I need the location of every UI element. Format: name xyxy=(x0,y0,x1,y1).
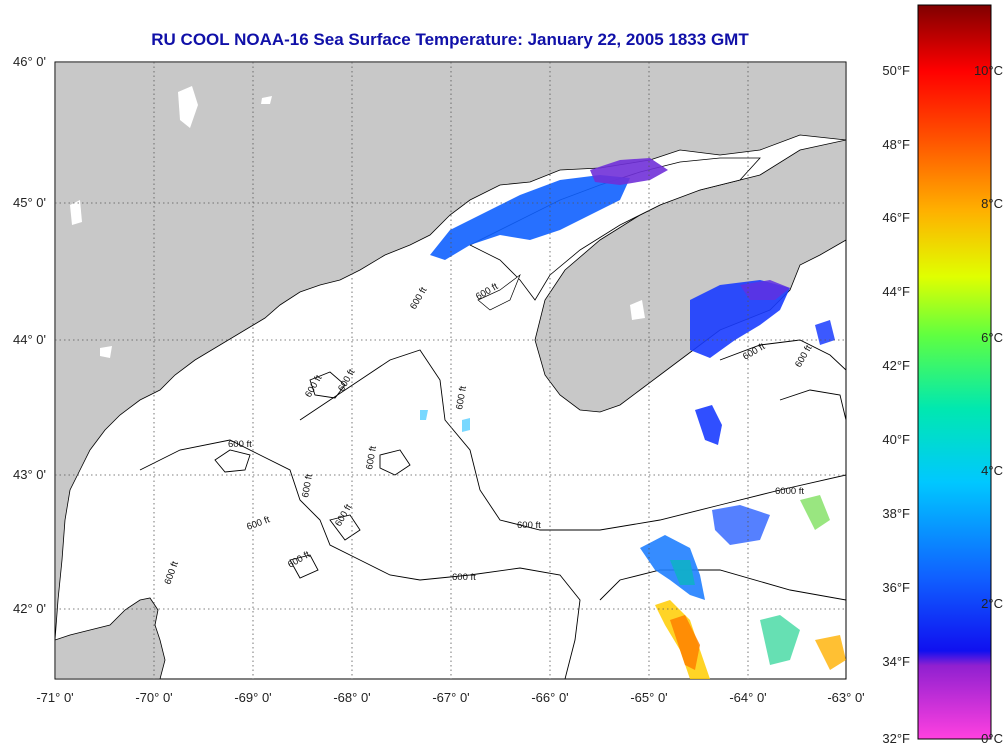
lake xyxy=(70,200,82,225)
colorbar-fahrenheit-label: 36°F xyxy=(882,580,910,595)
depth-contour-label: 600 ft xyxy=(228,439,252,450)
colorbar-fahrenheit-label: 32°F xyxy=(882,731,910,746)
depth-contour-label: 6000 ft xyxy=(775,486,804,497)
sst-data xyxy=(420,158,846,679)
lat-tick-label: 43° 0' xyxy=(13,467,46,482)
lake xyxy=(261,96,272,104)
lake xyxy=(630,300,645,320)
depth-contour-label: 600 ft xyxy=(517,520,541,531)
land-cape-cod xyxy=(55,597,166,679)
colorbar-fahrenheit-label: 44°F xyxy=(882,284,910,299)
lon-tick-label: -68° 0' xyxy=(333,690,370,705)
lon-tick-label: -63° 0' xyxy=(827,690,864,705)
lat-tick-label: 44° 0' xyxy=(13,332,46,347)
colorbar-fahrenheit-label: 48°F xyxy=(882,137,910,152)
colorbar-celsius-label: 2°C xyxy=(981,596,1003,611)
map-title: RU COOL NOAA-16 Sea Surface Temperature:… xyxy=(151,30,749,49)
graticule xyxy=(55,62,846,679)
lon-tick-label: -69° 0' xyxy=(234,690,271,705)
lat-tick-label: 46° 0' xyxy=(13,54,46,69)
lon-tick-label: -64° 0' xyxy=(729,690,766,705)
depth-contour-label: 600 ft xyxy=(452,572,476,583)
colorbar-fahrenheit-label: 38°F xyxy=(882,506,910,521)
colorbar xyxy=(917,4,992,740)
colorbar-fahrenheit-label: 40°F xyxy=(882,432,910,447)
colorbar-celsius-label: 8°C xyxy=(981,196,1003,211)
colorbar-celsius-label: 0°C xyxy=(981,731,1003,746)
colorbar-fahrenheit-label: 50°F xyxy=(882,63,910,78)
lon-tick-label: -66° 0' xyxy=(531,690,568,705)
longitude-tick-labels: -71° 0' -70° 0' -69° 0' -68° 0' -67° 0' -66° … xyxy=(36,690,864,705)
lon-tick-label: -71° 0' xyxy=(36,690,73,705)
latitude-tick-labels: 46° 0' 45° 0' 44° 0' 43° 0' 42° 0' xyxy=(13,54,46,616)
colorbar-fahrenheit-labels: 50°F 48°F 46°F 44°F 42°F 40°F 38°F 36°F 34°F 32°F xyxy=(882,63,910,746)
colorbar-celsius-label: 4°C xyxy=(981,463,1003,478)
colorbar-fahrenheit-label: 42°F xyxy=(882,358,910,373)
lake xyxy=(178,86,198,128)
lake xyxy=(100,346,112,358)
depth-contour-label: 600 ft xyxy=(300,473,315,499)
lat-tick-label: 42° 0' xyxy=(13,601,46,616)
depth-contour-label: 600 ft xyxy=(454,385,469,411)
lon-tick-label: -65° 0' xyxy=(630,690,667,705)
lon-tick-label: -67° 0' xyxy=(432,690,469,705)
lat-tick-label: 45° 0' xyxy=(13,195,46,210)
lon-tick-label: -70° 0' xyxy=(135,690,172,705)
depth-contours xyxy=(139,339,846,679)
colorbar-fahrenheit-label: 46°F xyxy=(882,210,910,225)
colorbar-celsius-label: 6°C xyxy=(981,330,1003,345)
colorbar-celsius-labels: 10°C 8°C 6°C 4°C 2°C 0°C xyxy=(974,63,1003,746)
depth-contour-label: 600 ft xyxy=(364,445,379,471)
colorbar-fahrenheit-label: 34°F xyxy=(882,654,910,669)
colorbar-celsius-label: 10°C xyxy=(974,63,1003,78)
grand-manan-island xyxy=(477,273,521,311)
